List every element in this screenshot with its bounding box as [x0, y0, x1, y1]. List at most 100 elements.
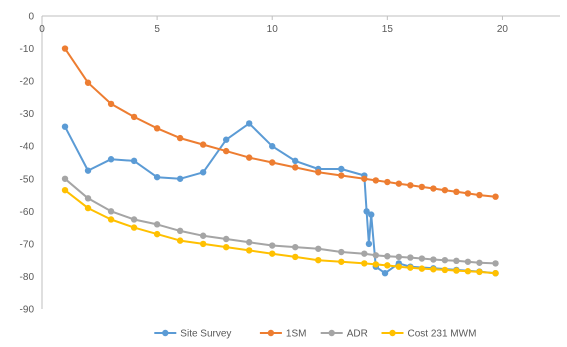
data-point-site-survey	[153, 173, 161, 181]
data-point-adr	[361, 250, 368, 257]
series-line-adr	[64, 178, 496, 265]
data-point-cost-231-mwm	[395, 263, 403, 270]
legend-marker-cost-231-mwm	[389, 329, 396, 337]
data-point-site-survey	[107, 156, 115, 163]
data-point-site-survey	[368, 211, 375, 218]
data-point-1sm	[107, 100, 115, 108]
data-point-adr	[222, 235, 230, 243]
y-tick-label: -60	[20, 207, 35, 218]
y-tick-label: -90	[20, 305, 35, 316]
data-point-adr	[246, 239, 253, 246]
data-point-cost-231-mwm	[407, 264, 414, 271]
data-point-adr	[84, 195, 92, 202]
data-point-cost-231-mwm	[107, 216, 115, 223]
data-point-1sm	[384, 178, 391, 186]
data-point-cost-231-mwm	[418, 265, 426, 272]
y-tick-label: -10	[20, 44, 35, 55]
data-point-cost-231-mwm	[372, 261, 380, 268]
data-point-1sm	[130, 113, 138, 121]
data-point-adr	[384, 253, 391, 260]
series-line-1sm	[64, 48, 496, 198]
data-point-adr	[199, 232, 207, 239]
data-point-adr	[269, 242, 276, 249]
data-point-cost-231-mwm	[338, 258, 345, 265]
data-point-cost-231-mwm	[130, 224, 138, 231]
x-tick-label: 20	[497, 24, 509, 35]
data-point-adr	[395, 253, 403, 261]
data-point-cost-231-mwm	[315, 256, 322, 264]
data-point-adr	[130, 216, 138, 223]
data-point-cost-231-mwm	[176, 237, 184, 244]
data-point-site-survey	[365, 240, 373, 248]
y-tick-label: -30	[20, 109, 35, 120]
data-point-site-survey	[292, 157, 299, 165]
data-point-1sm	[441, 186, 449, 194]
data-point-adr	[292, 243, 299, 251]
data-point-adr	[338, 248, 345, 256]
data-point-site-survey	[176, 175, 184, 182]
data-point-cost-231-mwm	[153, 230, 161, 238]
data-point-adr	[453, 257, 460, 265]
y-tick-label: -80	[20, 272, 35, 283]
data-point-site-survey	[246, 120, 253, 127]
data-point-cost-231-mwm	[269, 250, 276, 257]
data-point-site-survey	[222, 136, 230, 143]
data-point-cost-231-mwm	[61, 186, 69, 194]
legend-label-adr: ADR	[347, 329, 368, 340]
y-tick-label: 0	[28, 12, 34, 23]
data-point-1sm	[84, 79, 92, 86]
data-point-adr	[430, 256, 437, 263]
data-point-1sm	[153, 125, 161, 132]
series-line-site-survey	[64, 122, 496, 275]
data-point-cost-231-mwm	[464, 268, 472, 275]
legend-marker-1sm	[267, 329, 275, 337]
data-point-adr	[476, 259, 483, 266]
data-point-adr	[153, 221, 161, 228]
data-point-1sm	[407, 182, 414, 189]
data-point-cost-231-mwm	[361, 260, 368, 267]
data-point-1sm	[222, 147, 230, 155]
data-point-adr	[315, 245, 322, 252]
data-point-1sm	[372, 177, 380, 184]
data-point-cost-231-mwm	[222, 243, 230, 251]
data-point-cost-231-mwm	[199, 240, 207, 248]
data-point-cost-231-mwm	[492, 269, 499, 277]
data-point-site-survey	[61, 123, 69, 130]
data-point-1sm	[246, 154, 253, 161]
data-point-1sm	[453, 188, 460, 195]
data-point-adr	[61, 175, 69, 182]
data-point-1sm	[315, 169, 322, 176]
data-point-cost-231-mwm	[441, 266, 449, 274]
data-point-1sm	[269, 159, 276, 166]
data-point-1sm	[361, 175, 368, 182]
data-point-adr	[407, 254, 414, 261]
data-point-adr	[107, 208, 115, 215]
data-point-adr	[441, 256, 449, 264]
data-point-1sm	[418, 183, 426, 191]
x-tick-label: 0	[39, 24, 45, 35]
data-point-1sm	[199, 141, 207, 148]
y-tick-label: -70	[20, 239, 35, 250]
data-point-1sm	[338, 172, 345, 179]
data-point-cost-231-mwm	[292, 253, 299, 261]
data-point-cost-231-mwm	[476, 268, 483, 276]
data-point-1sm	[476, 191, 483, 199]
legend-label-cost-231-mwm: Cost 231 MWM	[408, 329, 477, 340]
legend-label-1sm: 1SM	[286, 329, 307, 340]
y-tick-label: -50	[20, 174, 35, 185]
data-point-cost-231-mwm	[384, 262, 391, 269]
data-point-1sm	[430, 185, 437, 192]
data-point-1sm	[395, 180, 403, 187]
data-point-cost-231-mwm	[246, 247, 253, 254]
y-tick-label: -40	[20, 142, 35, 153]
data-point-adr	[492, 260, 499, 267]
x-tick-label: 15	[382, 24, 394, 35]
data-point-site-survey	[84, 167, 92, 174]
data-point-1sm	[61, 45, 69, 52]
data-point-cost-231-mwm	[453, 267, 460, 274]
y-tick-label: -20	[20, 77, 35, 88]
x-tick-label: 5	[154, 24, 160, 35]
data-point-site-survey	[130, 157, 138, 165]
